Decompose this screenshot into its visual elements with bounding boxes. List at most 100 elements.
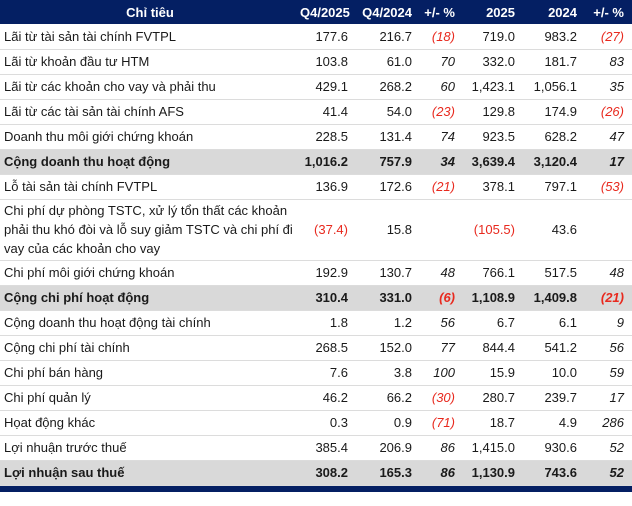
cell-pct-year: 59 (585, 360, 632, 386)
cell-q4-2025: 192.9 (300, 260, 356, 286)
row-label: Lợi nhuận sau thuế (0, 460, 300, 486)
table-row: Lãi từ khoản đầu tư HTM 103.8 61.0 70 332.0 1… (0, 49, 632, 75)
cell-2025: 3,639.4 (463, 149, 523, 175)
table-row: Lợi nhuận trước thuế 385.4 206.9 86 1,415.0 9… (0, 435, 632, 461)
cell-pct-quarter: 56 (420, 310, 463, 336)
cell-2025: 332.0 (463, 49, 523, 75)
cell-2025: 280.7 (463, 385, 523, 411)
row-label: Chi phí bán hàng (0, 360, 300, 386)
cell-pct-quarter: 77 (420, 335, 463, 361)
cell-q4-2025: 268.5 (300, 335, 356, 361)
cell-q4-2025: 308.2 (300, 460, 356, 486)
row-label: Cộng doanh thu hoạt động (0, 149, 300, 175)
table-row: Lãi từ tài sản tài chính FVTPL 177.6 216.7… (0, 24, 632, 50)
table-row: Họat động khác 0.3 0.9 (71) 18.7 4.9 286 (0, 410, 632, 436)
cell-pct-year: 83 (585, 49, 632, 75)
cell-q4-2024: 0.9 (356, 410, 420, 436)
cell-2024: 239.7 (523, 385, 585, 411)
row-label: Chi phí dự phòng TSTC, xử lý tổn thất cá… (0, 199, 300, 261)
table-row: Chi phí môi giới chứng khoán 192.9 130.7 48… (0, 260, 632, 286)
cell-q4-2025: 1.8 (300, 310, 356, 336)
table-row-total: Lợi nhuận sau thuế 308.2 165.3 86 1,130.9 743… (0, 460, 632, 486)
cell-q4-2025: 0.3 (300, 410, 356, 436)
table-row: Cộng doanh thu hoạt động tài chính 1.8 1.2… (0, 310, 632, 336)
table-row-total: Cộng doanh thu hoạt động 1,016.2 757.9 34 3,… (0, 149, 632, 175)
cell-q4-2024: 3.8 (356, 360, 420, 386)
cell-q4-2024: 130.7 (356, 260, 420, 286)
table-row: Chi phí quản lý 46.2 66.2 (30) 280.7 239.7 17 (0, 385, 632, 411)
cell-pct-quarter: 74 (420, 124, 463, 150)
cell-q4-2025: (37.4) (300, 199, 356, 261)
cell-pct-year: (27) (585, 24, 632, 50)
row-label: Chi phí quản lý (0, 385, 300, 411)
row-label: Chi phí môi giới chứng khoán (0, 260, 300, 286)
cell-q4-2024: 131.4 (356, 124, 420, 150)
cell-pct-year: 47 (585, 124, 632, 150)
cell-2024: 628.2 (523, 124, 585, 150)
column-header-chi-tieu: Chỉ tiêu (0, 0, 300, 24)
row-label: Lợi nhuận trước thuế (0, 435, 300, 461)
cell-2025: 378.1 (463, 174, 523, 200)
cell-q4-2025: 1,016.2 (300, 149, 356, 175)
cell-pct-year: 52 (585, 460, 632, 486)
cell-2025: 1,423.1 (463, 74, 523, 100)
cell-2024: 1,056.1 (523, 74, 585, 100)
table-row: Lãi từ các tài sản tài chính AFS 41.4 54.0… (0, 99, 632, 125)
financial-table: Chỉ tiêu Q4/2025 Q4/2024 +/- % 2025 2024… (0, 0, 632, 486)
cell-pct-quarter: (30) (420, 385, 463, 411)
row-label: Cộng chi phí tài chính (0, 335, 300, 361)
cell-2024: 1,409.8 (523, 285, 585, 311)
cell-2024: 10.0 (523, 360, 585, 386)
cell-pct-year: 35 (585, 74, 632, 100)
bottom-divider-bar (0, 485, 632, 492)
row-label: Cộng chi phí hoạt động (0, 285, 300, 311)
cell-2025: 15.9 (463, 360, 523, 386)
cell-q4-2025: 103.8 (300, 49, 356, 75)
cell-2024: 517.5 (523, 260, 585, 286)
cell-q4-2024: 66.2 (356, 385, 420, 411)
cell-2025: 844.4 (463, 335, 523, 361)
cell-2025: (105.5) (463, 199, 523, 261)
cell-q4-2024: 54.0 (356, 99, 420, 125)
cell-2025: 18.7 (463, 410, 523, 436)
row-label: Họat động khác (0, 410, 300, 436)
cell-q4-2025: 310.4 (300, 285, 356, 311)
cell-2024: 6.1 (523, 310, 585, 336)
cell-2025: 1,415.0 (463, 435, 523, 461)
cell-q4-2025: 46.2 (300, 385, 356, 411)
table-row: Cộng chi phí tài chính 268.5 152.0 77 844.4 5… (0, 335, 632, 361)
cell-2024: 43.6 (523, 199, 585, 261)
cell-q4-2025: 177.6 (300, 24, 356, 50)
cell-2024: 797.1 (523, 174, 585, 200)
cell-pct-year: (26) (585, 99, 632, 125)
cell-q4-2025: 385.4 (300, 435, 356, 461)
table-row: Doanh thu môi giới chứng khoán 228.5 131.4… (0, 124, 632, 150)
cell-pct-quarter: 86 (420, 460, 463, 486)
cell-pct-quarter: 86 (420, 435, 463, 461)
cell-pct-year: 48 (585, 260, 632, 286)
column-header-pct-year: +/- % (585, 0, 632, 24)
cell-2025: 923.5 (463, 124, 523, 150)
cell-pct-year: (53) (585, 174, 632, 200)
cell-q4-2025: 429.1 (300, 74, 356, 100)
cell-pct-quarter: (71) (420, 410, 463, 436)
cell-q4-2024: 172.6 (356, 174, 420, 200)
cell-2024: 743.6 (523, 460, 585, 486)
cell-q4-2024: 331.0 (356, 285, 420, 311)
cell-q4-2024: 61.0 (356, 49, 420, 75)
cell-q4-2025: 228.5 (300, 124, 356, 150)
cell-q4-2024: 15.8 (356, 199, 420, 261)
cell-q4-2025: 7.6 (300, 360, 356, 386)
cell-pct-year: (21) (585, 285, 632, 311)
table-row-total: Cộng chi phí hoạt động 310.4 331.0 (6) 1,108… (0, 285, 632, 311)
cell-pct-quarter: (18) (420, 24, 463, 50)
cell-pct-year: 9 (585, 310, 632, 336)
cell-q4-2024: 206.9 (356, 435, 420, 461)
cell-pct-quarter: (23) (420, 99, 463, 125)
row-label: Lãi từ tài sản tài chính FVTPL (0, 24, 300, 50)
cell-pct-year: 17 (585, 385, 632, 411)
row-label: Cộng doanh thu hoạt động tài chính (0, 310, 300, 336)
cell-pct-quarter: 48 (420, 260, 463, 286)
cell-q4-2024: 165.3 (356, 460, 420, 486)
